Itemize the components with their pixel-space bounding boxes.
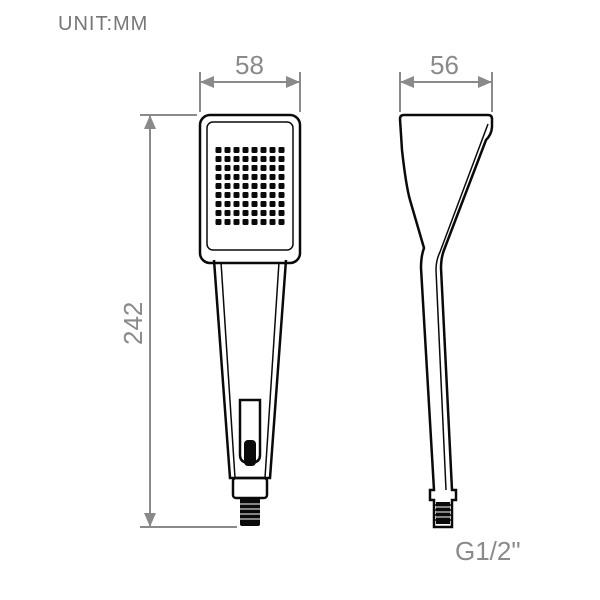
nozzle-hole (270, 165, 276, 171)
nozzle-hole (216, 210, 222, 216)
dim-56-value: 56 (430, 50, 459, 80)
nozzle-hole (234, 147, 240, 153)
nozzle-grid (216, 147, 285, 225)
nozzle-hole (279, 147, 285, 153)
nozzle-hole (216, 192, 222, 198)
nozzle-hole (279, 174, 285, 180)
nozzle-hole (234, 201, 240, 207)
nozzle-hole (234, 192, 240, 198)
nozzle-hole (261, 192, 267, 198)
nozzle-hole (225, 192, 231, 198)
dim-58-value: 58 (235, 50, 264, 80)
nozzle-hole (243, 192, 249, 198)
nozzle-hole (270, 210, 276, 216)
nozzle-hole (243, 147, 249, 153)
nozzle-hole (216, 219, 222, 225)
nozzle-hole (225, 156, 231, 162)
nozzle-hole (270, 147, 276, 153)
side-thread (434, 502, 452, 524)
nozzle-hole (252, 192, 258, 198)
nozzle-hole (261, 219, 267, 225)
nozzle-hole (234, 165, 240, 171)
nozzle-hole (234, 174, 240, 180)
nozzle-hole (243, 210, 249, 216)
nozzle-hole (216, 165, 222, 171)
nozzle-hole (270, 183, 276, 189)
nozzle-hole (261, 147, 267, 153)
nozzle-hole (270, 219, 276, 225)
nozzle-hole (243, 174, 249, 180)
nozzle-hole (243, 219, 249, 225)
thread-label: G1/2" (455, 536, 521, 566)
nozzle-hole (225, 201, 231, 207)
nozzle-hole (243, 183, 249, 189)
nozzle-hole (279, 156, 285, 162)
front-view (200, 115, 300, 526)
nozzle-hole (261, 210, 267, 216)
nozzle-hole (261, 183, 267, 189)
nozzle-hole (243, 165, 249, 171)
nozzle-hole (216, 201, 222, 207)
nozzle-hole (270, 156, 276, 162)
nozzle-hole (279, 165, 285, 171)
nozzle-hole (252, 210, 258, 216)
nozzle-hole (270, 174, 276, 180)
side-view (400, 115, 492, 527)
nozzle-hole (252, 147, 258, 153)
nozzle-hole (279, 183, 285, 189)
nozzle-hole (225, 165, 231, 171)
dim-56: 56 (400, 50, 492, 112)
dim-242-value: 242 (118, 302, 148, 345)
dim-58: 58 (200, 50, 300, 112)
nozzle-hole (234, 210, 240, 216)
nozzle-hole (243, 156, 249, 162)
nozzle-hole (252, 165, 258, 171)
nozzle-hole (216, 174, 222, 180)
nozzle-hole (252, 156, 258, 162)
nozzle-hole (270, 192, 276, 198)
nozzle-hole (216, 156, 222, 162)
nozzle-hole (252, 201, 258, 207)
nozzle-hole (225, 183, 231, 189)
nozzle-hole (225, 210, 231, 216)
nozzle-hole (270, 201, 276, 207)
nozzle-hole (252, 219, 258, 225)
nozzle-hole (279, 192, 285, 198)
nozzle-hole (234, 183, 240, 189)
nozzle-hole (225, 174, 231, 180)
nozzle-hole (279, 219, 285, 225)
nozzle-hole (261, 156, 267, 162)
nozzle-hole (216, 147, 222, 153)
nozzle-hole (252, 174, 258, 180)
nozzle-hole (225, 147, 231, 153)
nozzle-hole (261, 165, 267, 171)
nozzle-hole (234, 156, 240, 162)
nozzle-hole (234, 219, 240, 225)
nozzle-hole (261, 174, 267, 180)
nozzle-hole (243, 201, 249, 207)
nozzle-hole (279, 210, 285, 216)
nozzle-hole (261, 201, 267, 207)
nozzle-hole (216, 183, 222, 189)
nozzle-hole (252, 183, 258, 189)
nozzle-hole (279, 201, 285, 207)
unit-label: UNIT:MM (58, 13, 148, 35)
nozzle-hole (225, 219, 231, 225)
